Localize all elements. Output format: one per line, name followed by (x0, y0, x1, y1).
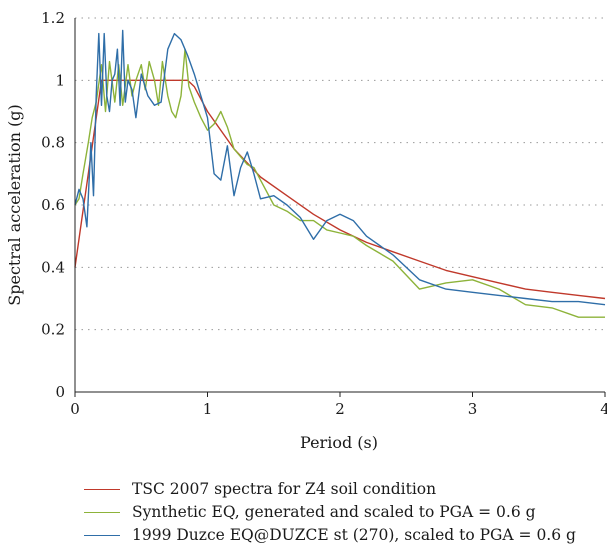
y-tick-label: 1 (55, 71, 65, 89)
x-axis-label: Period (s) (300, 433, 378, 452)
grid-lines (75, 17, 605, 331)
y-tick-label: 0.2 (41, 321, 65, 339)
y-axis-label: Spectral acceleration (g) (5, 104, 24, 305)
x-tick-label: 3 (468, 400, 478, 418)
x-tick-label: 1 (203, 400, 213, 418)
legend-label-tsc: TSC 2007 spectra for Z4 soil condition (132, 480, 437, 498)
x-tick-label: 0 (70, 400, 80, 418)
legend-swatch-duzce (84, 534, 120, 536)
series-lines (74, 29, 606, 318)
y-tick-label: 0.8 (41, 134, 65, 152)
x-tick-label: 2 (335, 400, 345, 418)
series-line-synthetic (74, 48, 605, 318)
y-tick-label: 0.6 (41, 196, 65, 214)
legend-label-duzce: 1999 Duzce EQ@DUZCE st (270), scaled to … (132, 526, 576, 544)
legend-item-synthetic: Synthetic EQ, generated and scaled to PG… (84, 501, 536, 523)
legend-swatch-tsc (84, 488, 120, 490)
series-line-tsc (74, 79, 606, 300)
legend-item-tsc: TSC 2007 spectra for Z4 soil condition (84, 478, 436, 500)
chart: 0 0.2 0.4 0.6 0.8 1 1.2 0 1 2 3 4 Period (s) Spectr… (5, 9, 607, 452)
tick-labels: 0 0.2 0.4 0.6 0.8 1 1.2 0 1 2 3 4 (41, 9, 607, 418)
y-tick-label: 1.2 (41, 9, 65, 27)
axes (74, 18, 606, 397)
series-line-duzce (74, 29, 606, 306)
legend-item-duzce: 1999 Duzce EQ@DUZCE st (270), scaled to … (84, 524, 576, 546)
y-tick-label: 0.4 (41, 258, 65, 276)
y-tick-label: 0 (55, 383, 65, 401)
x-tick-label: 4 (600, 400, 607, 418)
legend-label-synthetic: Synthetic EQ, generated and scaled to PG… (132, 503, 536, 521)
legend-swatch-synthetic (84, 511, 120, 513)
